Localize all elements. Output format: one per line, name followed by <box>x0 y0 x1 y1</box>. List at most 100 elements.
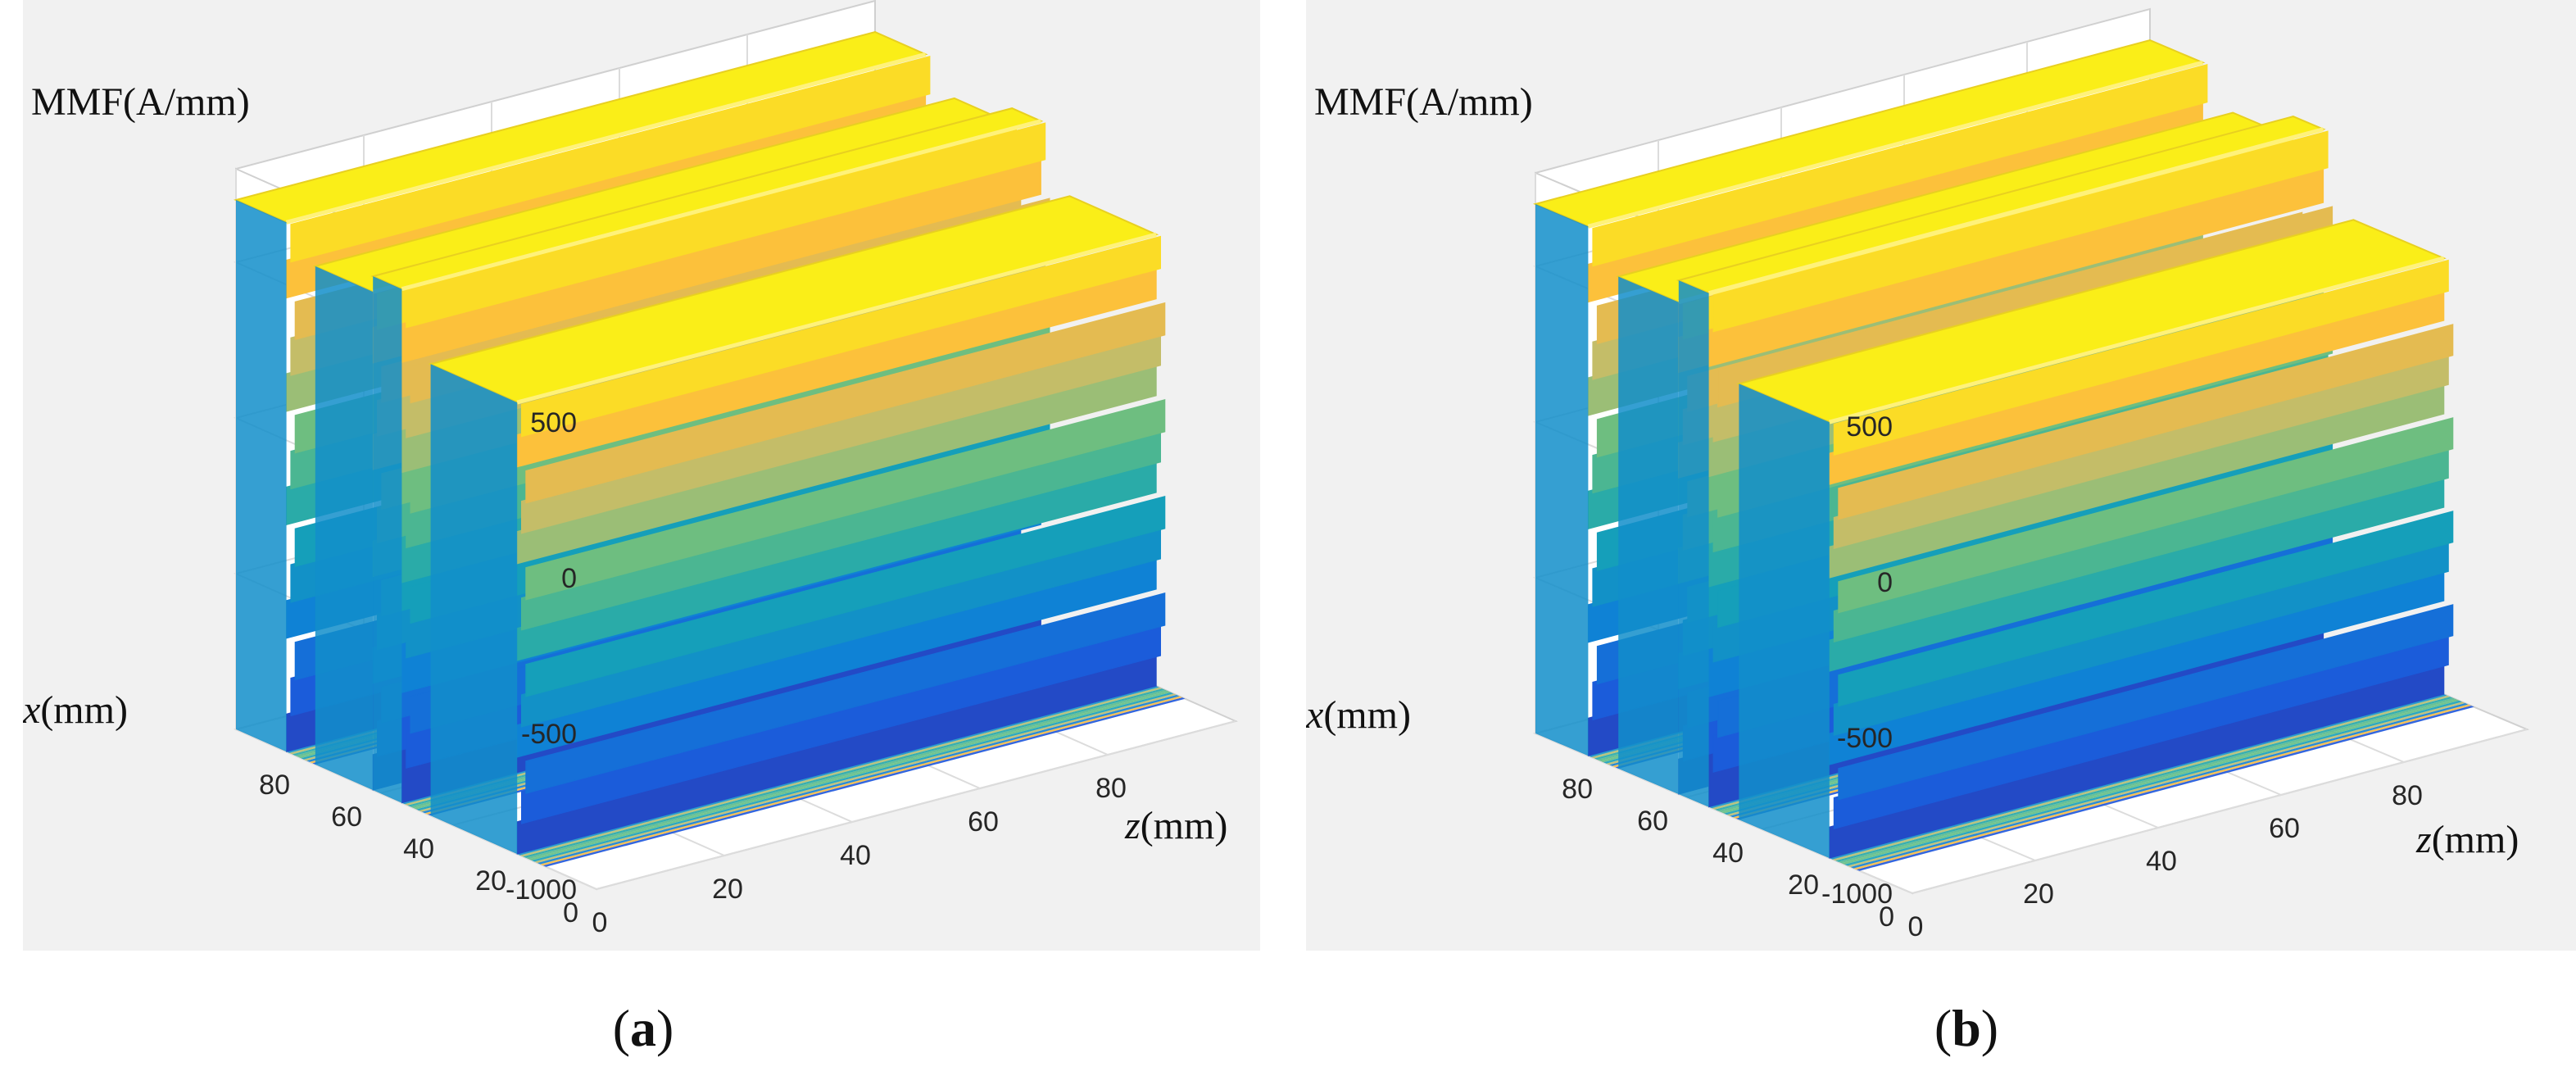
floor-contour-band <box>1841 699 2460 865</box>
y-tick-label: 60 <box>2269 813 2300 844</box>
floor-contour-band <box>1835 697 2453 862</box>
caption-b-letter: b <box>1952 999 1981 1057</box>
ridge-end <box>373 276 402 803</box>
x-axis-label: x(mm) <box>1306 693 1411 737</box>
floor-contour-band <box>542 697 1186 867</box>
z-axis-label: MMF(A/mm) <box>31 80 250 124</box>
y-axis-var: z <box>1124 804 1141 847</box>
axis-labels: MMF(A/mm)x(mm)z(mm) <box>23 80 1227 847</box>
floor-contour-band <box>1853 704 2471 870</box>
ridge-band <box>1838 511 2454 707</box>
x-tick-label: 0 <box>563 897 578 928</box>
y-tick-label: 40 <box>840 840 871 871</box>
axis-labels: MMF(A/mm)x(mm)z(mm) <box>1306 80 2519 861</box>
surface-plot-b: 5000-500-1000020406080020406080MMF(A/mm)… <box>1306 0 2576 951</box>
z-tick-label: 500 <box>1846 411 1893 443</box>
ridge-band <box>525 398 1166 601</box>
y-tick-label: 20 <box>712 874 743 905</box>
floor-contour-band <box>531 692 1174 862</box>
floor-contour-band <box>523 688 1165 858</box>
surface <box>233 30 1166 855</box>
y-axis-label: z(mm) <box>2415 818 2519 861</box>
y-tick-label: 0 <box>1908 911 1924 942</box>
floor-contour-band <box>1829 694 2447 860</box>
x-tick-label: 20 <box>1788 869 1819 901</box>
ridge-end <box>1678 280 1709 807</box>
ridge-band <box>1592 63 2208 267</box>
ridge-band <box>1838 324 2454 520</box>
y-axis-unit: (mm) <box>2432 818 2519 861</box>
ridge-edge <box>1587 60 2204 229</box>
x-axis-var: x <box>23 688 40 732</box>
floor-contour-band <box>525 689 1168 860</box>
x-tick-label: 60 <box>331 801 362 833</box>
caption-a: (a) <box>612 999 674 1057</box>
x-axis-var: x <box>1306 693 1323 737</box>
ridge-end <box>315 266 374 791</box>
y-tick-label: 0 <box>592 907 608 938</box>
grid-line-x <box>596 720 1236 890</box>
caption-b: (b) <box>1934 999 1999 1057</box>
ridge-edge <box>516 232 1157 405</box>
ridge <box>428 195 1166 855</box>
ridge-band <box>1838 417 2454 614</box>
floor-contour-band <box>1847 701 2465 867</box>
floor-contour-band <box>528 691 1171 860</box>
x-tick-label: 40 <box>403 833 434 865</box>
ridge-band <box>290 55 931 263</box>
floor-contour-band <box>1850 703 2469 869</box>
y-tick-label: 40 <box>2146 846 2177 877</box>
floor-contour-band <box>1844 700 2462 866</box>
floor-contour-band <box>537 695 1180 865</box>
ridge-band <box>525 302 1166 504</box>
ridge <box>1736 219 2454 859</box>
ridge-end <box>236 200 287 752</box>
y-tick-label: 80 <box>1095 773 1127 804</box>
z-tick-label: 0 <box>561 563 577 594</box>
x-tick-label: 0 <box>1879 901 1894 933</box>
x-tick-label: 60 <box>1637 806 1668 837</box>
caption-a-letter: a <box>630 999 656 1057</box>
y-axis-unit: (mm) <box>1141 804 1228 847</box>
ridge-edge <box>1708 127 2324 296</box>
z-tick-label: -500 <box>521 719 577 750</box>
y-axis-var: z <box>2415 818 2432 861</box>
panel-a: 500 0 -500 -1000 0 20 40 60 80 0 20 40 60 80 MMF(A/mm)… <box>23 0 1260 951</box>
z-axis-label: MMF(A/mm) <box>1314 80 1533 124</box>
x-axis-label: x(mm) <box>23 688 128 732</box>
ridge-band <box>525 495 1166 697</box>
x-tick-label: 40 <box>1712 838 1744 869</box>
ridge-end <box>1739 384 1830 859</box>
ridge-band <box>406 122 1046 329</box>
ridge-end <box>1618 276 1679 795</box>
surface <box>1532 39 2454 859</box>
ridge-edge <box>401 119 1042 292</box>
ridge-band <box>521 235 1161 438</box>
ridge-band <box>1712 130 2329 333</box>
x-tick-label: 80 <box>1562 774 1593 805</box>
x-axis-unit: (mm) <box>1323 693 1411 737</box>
z-tick-label: 500 <box>530 407 577 438</box>
floor-contour-band <box>517 686 1159 856</box>
x-tick-label: 80 <box>259 769 290 801</box>
y-tick-label: 20 <box>2023 878 2054 910</box>
panel-b: 500 0 -500 -1000 0 20 40 60 80 0 20 40 60 80 MMF(A/mm)… <box>1306 0 2576 951</box>
ridge-band <box>1838 604 2454 801</box>
y-tick-label: 80 <box>2392 780 2423 811</box>
z-tick-label: -500 <box>1837 723 1893 754</box>
floor-contour-band <box>1838 697 2456 864</box>
z-tick-label: 0 <box>1877 567 1893 598</box>
floor-contour-band <box>540 696 1182 866</box>
ridge-band <box>1833 259 2449 456</box>
floor-contour-band <box>534 693 1177 863</box>
ridge-band <box>525 592 1166 794</box>
floor-contour-band <box>1856 706 2474 871</box>
ridge-edge <box>1829 256 2445 424</box>
ridge-edge <box>285 52 927 225</box>
z-tick-label: -1000 <box>1821 878 1893 910</box>
y-tick-label: 60 <box>968 806 999 838</box>
x-axis-unit: (mm) <box>40 688 128 732</box>
floor-contour-band <box>1832 695 2451 861</box>
